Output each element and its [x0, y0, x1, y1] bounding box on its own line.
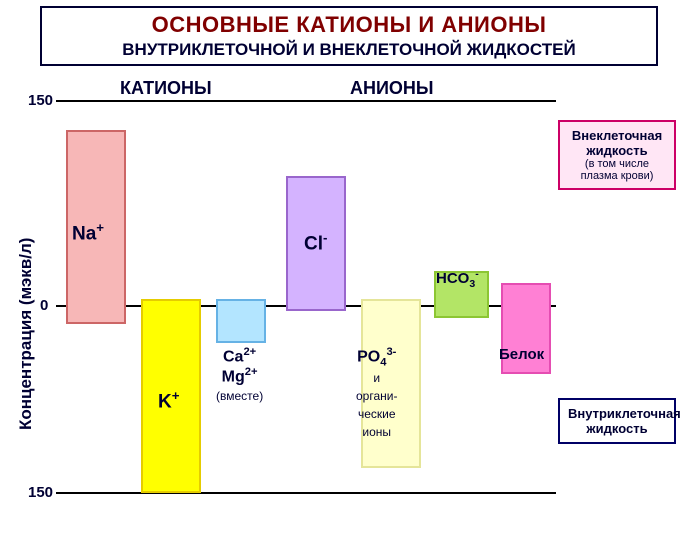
tick-mid: 0	[40, 297, 48, 314]
bar-label-po4: PO43-иоргани-ческиеионы	[356, 346, 397, 441]
bar-camg	[216, 299, 266, 343]
title-box: ОСНОВНЫЕ КАТИОНЫ И АНИОНЫ ВНУТРИКЛЕТОЧНО…	[40, 6, 658, 66]
axis-top	[56, 100, 556, 102]
bar-label-protein: Белок	[499, 346, 544, 363]
cations-heading: КАТИОНЫ	[120, 78, 212, 99]
legend-intracellular: Внутриклеточнаяжидкость	[558, 398, 676, 444]
tick-top: 150	[28, 92, 53, 109]
tick-bot: 150	[28, 484, 53, 501]
bar-label-na: Na+	[72, 220, 104, 245]
sub-title: ВНУТРИКЛЕТОЧНОЙ И ВНЕКЛЕТОЧНОЙ ЖИДКОСТЕЙ	[48, 40, 650, 60]
y-axis-label: Концентрация (мэкв/л)	[16, 238, 36, 430]
legend-extracellular: Внеклеточнаяжидкость(в том числе плазма …	[558, 120, 676, 190]
main-title: ОСНОВНЫЕ КАТИОНЫ И АНИОНЫ	[48, 12, 650, 38]
bar-label-k: K+	[158, 388, 180, 413]
axis-bot	[56, 492, 556, 494]
bar-label-hco3: HCO3-	[436, 268, 479, 290]
chart-area: Na+ K+ Ca2+Mg2+(вместе) Cl- PO43-иоргани-чес…	[56, 100, 556, 510]
bar-label-cl: Cl-	[304, 230, 327, 255]
bar-label-camg: Ca2+Mg2+(вместе)	[216, 346, 263, 405]
anions-heading: АНИОНЫ	[350, 78, 434, 99]
